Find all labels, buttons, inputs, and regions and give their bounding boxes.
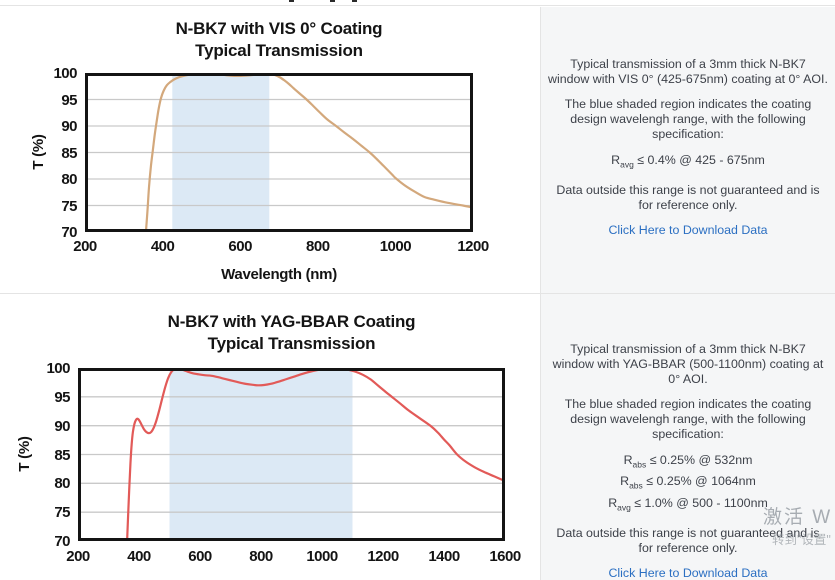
plot-area-vis0 <box>85 73 473 232</box>
x-axis-label: Wavelength (nm) <box>221 266 337 283</box>
plot-frame <box>85 73 473 232</box>
chart-svg <box>85 73 473 232</box>
chart-title: N-BK7 with VIS 0° Coating <box>175 19 383 38</box>
transmission-curve <box>126 368 505 541</box>
download-data-link[interactable]: Click Here to Download Data <box>608 223 768 238</box>
x-tick-label: 800 <box>306 238 330 255</box>
y-tick-label: 80 <box>61 171 77 188</box>
info-panel-vis0: Typical transmission of a 3mm thick N-BK… <box>540 7 835 294</box>
disclaimer: Data outside this range is not guarantee… <box>556 183 820 213</box>
x-tick-label: 1400 <box>428 548 460 565</box>
cropped-text-remnant <box>289 0 294 2</box>
x-tick-label: 400 <box>127 548 151 565</box>
plot-frame <box>78 368 505 541</box>
x-tick-label: 1200 <box>367 548 399 565</box>
plot-area-yagbbar <box>78 368 505 541</box>
chart-cell-vis0 <box>0 7 540 294</box>
y-tick-label: 100 <box>53 65 77 82</box>
chart-subtitle: Typical Transmission <box>207 334 376 353</box>
x-tick-label: 1600 <box>489 548 521 565</box>
y-tick-label: 85 <box>61 144 77 162</box>
band-note: The blue shaded region indicates the coa… <box>564 97 812 141</box>
spec-list: Ravg ≤ 0.4% @ 425 - 675nm <box>548 152 828 173</box>
spec-list: Rabs ≤ 0.25% @ 532nm Rabs ≤ 0.25% @ 1064n… <box>548 452 828 516</box>
chart-title: N-BK7 with YAG-BBAR Coating <box>167 312 416 331</box>
y-tick-label: 95 <box>54 388 70 406</box>
x-tick-label: 1000 <box>379 238 412 255</box>
y-tick-label: 90 <box>61 118 77 135</box>
download-data-link[interactable]: Click Here to Download Data <box>608 566 768 580</box>
x-tick-label: 800 <box>249 548 273 565</box>
windows-activation-watermark-line1: 激活 W <box>763 507 833 528</box>
x-tick-label: 1000 <box>306 548 338 565</box>
y-tick-label: 80 <box>54 475 70 493</box>
chart-svg <box>78 368 505 541</box>
transmission-curve <box>144 73 473 232</box>
y-tick-label: 90 <box>54 417 70 435</box>
x-tick-label: 1200 <box>457 238 489 255</box>
y-tick-label: 75 <box>54 504 70 522</box>
x-tick-label: 600 <box>228 238 252 255</box>
x-tick-label: 200 <box>66 548 90 565</box>
band-note: The blue shaded region indicates the coa… <box>564 397 812 441</box>
x-tick-label: 400 <box>150 238 175 255</box>
y-tick-label: 70 <box>54 533 70 550</box>
spec-line: Rabs ≤ 0.25% @ 532nm <box>623 453 753 470</box>
spec-line: Ravg ≤ 0.4% @ 425 - 675nm <box>611 153 765 170</box>
x-tick-label: 600 <box>188 548 212 565</box>
spec-line: Ravg ≤ 1.0% @ 500 - 1100nm <box>608 495 768 513</box>
x-tick-label: 200 <box>73 238 97 255</box>
y-tick-label: 70 <box>61 224 77 241</box>
coating-description: Typical transmission of a 3mm thick N-BK… <box>552 342 824 386</box>
y-tick-label: 85 <box>54 446 70 464</box>
previous-row-bottom-edge <box>0 0 835 6</box>
chart-subtitle: Typical Transmission <box>195 41 363 60</box>
y-tick-label: 95 <box>61 91 77 109</box>
coating-description: Typical transmission of a 3mm thick N-BK… <box>548 57 828 86</box>
y-tick-label: 100 <box>46 360 70 377</box>
disclaimer: Data outside this range is not guarantee… <box>556 526 820 556</box>
info-panel-yagbbar: Typical transmission of a 3mm thick N-BK… <box>540 294 835 580</box>
windows-activation-watermark-line2: 转到"设置" <box>772 533 831 547</box>
spec-line: Rabs ≤ 0.25% @ 1064nm <box>620 474 756 491</box>
y-tick-label: 75 <box>61 197 77 215</box>
